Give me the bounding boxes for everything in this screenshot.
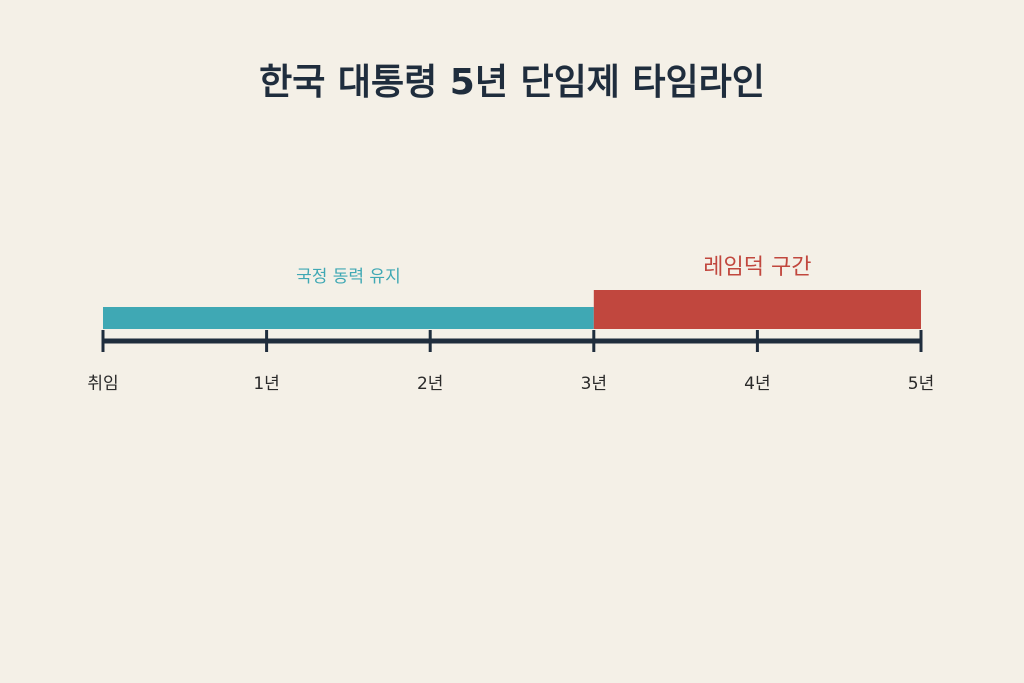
x-tick-label: 5년 <box>908 374 934 394</box>
x-tick-label: 3년 <box>581 374 607 394</box>
segment-bar <box>103 307 594 329</box>
segment-bar <box>593 290 921 329</box>
chart-title: 한국 대통령 5년 단임제 타임라인 <box>259 62 765 103</box>
x-tick-label: 4년 <box>744 374 770 394</box>
x-tick-label: 취임 <box>87 374 118 394</box>
x-tick-label: 2년 <box>417 374 443 394</box>
segment-label: 레임덕 구간 <box>703 255 811 280</box>
segment-label: 국정 동력 유지 <box>296 267 401 287</box>
x-tick-label: 1년 <box>253 374 279 394</box>
